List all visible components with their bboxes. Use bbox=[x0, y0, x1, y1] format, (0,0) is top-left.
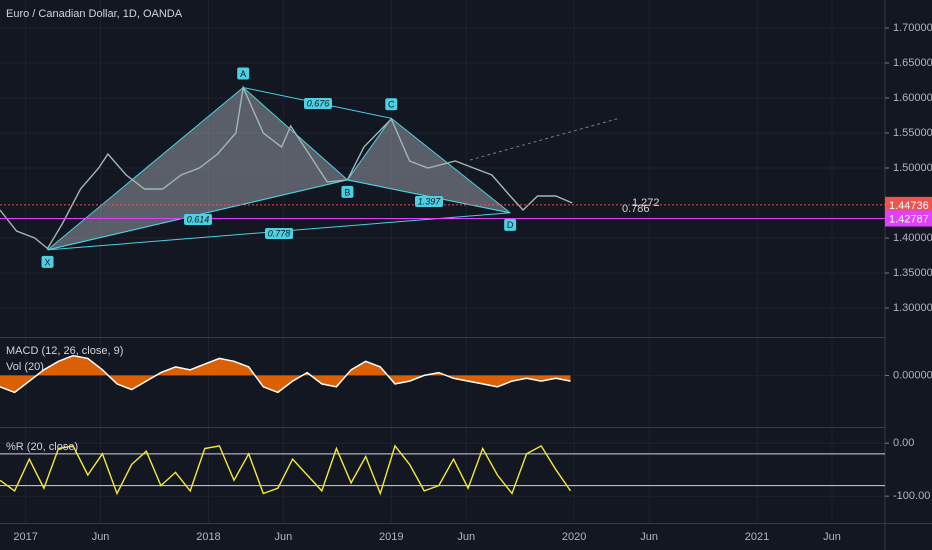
x-tick-label: 2017 bbox=[13, 531, 37, 543]
ratio-label: 1.272 bbox=[632, 197, 660, 209]
indicator-title[interactable]: %R (20, close) bbox=[6, 441, 78, 453]
y-tick-label: 1.65000 bbox=[893, 57, 932, 69]
plot: 2017 Jun 2018 Jun 2019 Jun 2020 Jun 2021 Jun 1.700… bbox=[0, 22, 932, 543]
y-tick-label: 1.30000 bbox=[893, 302, 932, 314]
pattern-point bbox=[504, 218, 517, 231]
y-tick-label: 0.00000 bbox=[893, 369, 932, 381]
y-tick-label: 0.00 bbox=[893, 437, 914, 449]
x-tick-label: 2019 bbox=[379, 531, 403, 543]
y-tick-label: 1.50000 bbox=[893, 162, 932, 174]
y-tick-label: 1.70000 bbox=[893, 22, 932, 34]
y-tick-label: -100.00 bbox=[893, 490, 930, 502]
macd-line bbox=[0, 354, 571, 394]
x-tick-label: Jun bbox=[640, 531, 658, 543]
y-tick-label: 1.35000 bbox=[893, 267, 932, 279]
x-tick-label: Jun bbox=[92, 531, 110, 543]
pattern-point bbox=[41, 255, 54, 268]
trend-extension bbox=[469, 117, 621, 161]
indicator-title[interactable]: Vol (20) bbox=[6, 361, 44, 373]
indicator-title[interactable]: MACD (12, 26, close, 9) bbox=[6, 345, 123, 357]
ratio-box bbox=[415, 196, 443, 207]
y-tick-label: 1.40000 bbox=[893, 232, 932, 244]
pattern-point bbox=[237, 67, 250, 80]
series-line bbox=[0, 444, 572, 496]
symbol-title[interactable]: Euro / Canadian Dollar, 1D, OANDA bbox=[6, 8, 183, 20]
pattern-point bbox=[385, 98, 398, 111]
ratio-box bbox=[265, 228, 293, 239]
price-label: 1.42787 bbox=[889, 213, 929, 225]
pattern-point-label: C bbox=[388, 100, 395, 110]
pattern-point-label: D bbox=[507, 220, 514, 230]
grid bbox=[0, 0, 885, 523]
x-tick-label: Jun bbox=[823, 531, 841, 543]
x-tick-label: Jun bbox=[275, 531, 293, 543]
ratio-label: 0.778 bbox=[268, 228, 291, 238]
ratio-label: 0.786 bbox=[622, 203, 650, 215]
pattern-point bbox=[341, 185, 354, 198]
pattern-point-label: A bbox=[240, 69, 246, 79]
y-tick-label: 1.55000 bbox=[893, 127, 932, 139]
price-label-box bbox=[885, 210, 932, 227]
ratio-label: 0.676 bbox=[307, 98, 330, 108]
x-tick-label: 2020 bbox=[562, 531, 586, 543]
price-label-box bbox=[885, 196, 932, 213]
ratio-label: 0.614 bbox=[187, 214, 210, 224]
ratio-labels: 0.614 0.676 1.397 0.778 1.272 0.786 bbox=[184, 98, 660, 239]
pattern-point-label: B bbox=[344, 187, 350, 197]
price-label: 1.44736 bbox=[889, 200, 929, 212]
pattern-point-label: X bbox=[45, 257, 51, 267]
y-tick-label: 1.60000 bbox=[893, 92, 932, 104]
ratio-box bbox=[304, 98, 332, 109]
x-tick-label: 2021 bbox=[745, 531, 769, 543]
ratio-box bbox=[184, 214, 212, 225]
series-line bbox=[0, 85, 573, 250]
x-tick-label: Jun bbox=[457, 531, 475, 543]
ratio-label: 1.397 bbox=[418, 196, 442, 206]
x-tick-label: 2018 bbox=[196, 531, 220, 543]
